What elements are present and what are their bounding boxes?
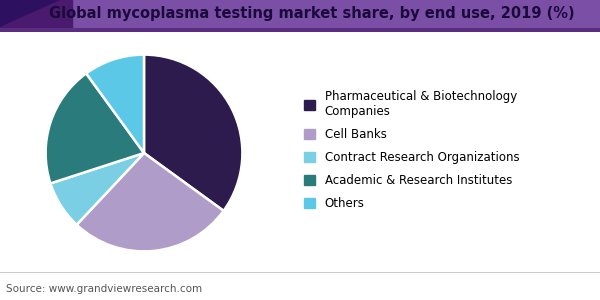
Wedge shape	[50, 153, 144, 225]
Wedge shape	[46, 74, 144, 183]
Wedge shape	[77, 153, 224, 251]
Text: Source: www.grandviewresearch.com: Source: www.grandviewresearch.com	[6, 284, 202, 294]
Legend: Pharmaceutical & Biotechnology
Companies, Cell Banks, Contract Research Organiza: Pharmaceutical & Biotechnology Companies…	[300, 86, 523, 214]
Text: Global mycoplasma testing market share, by end use, 2019 (%): Global mycoplasma testing market share, …	[49, 6, 575, 21]
Polygon shape	[0, 0, 60, 27]
Wedge shape	[144, 55, 242, 211]
Wedge shape	[86, 55, 144, 153]
